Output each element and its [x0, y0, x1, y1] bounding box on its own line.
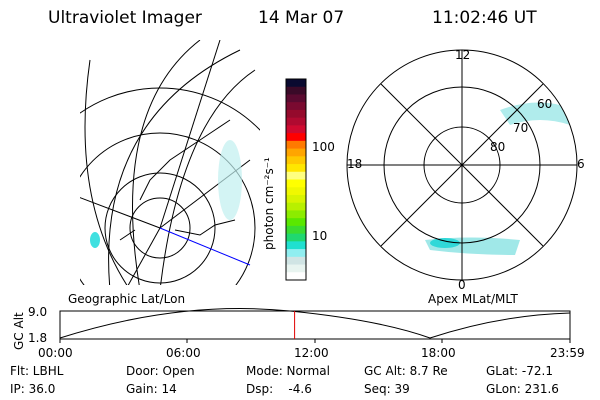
altitude-plot — [59, 308, 571, 343]
colorbar-swatch — [286, 140, 306, 150]
status-ip: IP: 36.0 — [10, 382, 56, 396]
colorbar-swatch — [286, 148, 306, 157]
colorbar-swatch — [286, 133, 306, 142]
colorbar-swatch — [286, 264, 306, 273]
colorbar-swatch — [286, 233, 306, 242]
polar-plot — [346, 49, 578, 281]
status-filter: Flt: LBHL — [10, 364, 64, 378]
colorbar-swatch — [286, 171, 306, 180]
colorbar-swatch — [286, 156, 306, 165]
xtick: 18:00 — [421, 346, 456, 360]
xtick: 00:00 — [38, 346, 73, 360]
ring-label-60: 60 — [537, 97, 553, 111]
colorbar-swatch — [286, 225, 306, 235]
ring-label-80: 80 — [490, 140, 506, 154]
colorbar-swatch — [286, 79, 306, 88]
xtick: 06:00 — [166, 346, 201, 360]
colorbar-swatch — [286, 218, 306, 227]
colorbar-tick-100: 100 — [312, 140, 335, 154]
colorbar-swatch — [286, 109, 306, 119]
altitude-ylabel: GC Alt — [12, 312, 26, 350]
colorbar-swatch — [286, 249, 306, 258]
colorbar-swatch — [286, 94, 306, 103]
colorbar-tick-10: 10 — [312, 229, 328, 243]
xtick: 23:59 — [550, 346, 585, 360]
status-gc-alt: GC Alt: 8.7 Re — [364, 364, 448, 378]
status-gain: Gain: 14 — [126, 382, 177, 396]
colorbar-swatch — [286, 164, 306, 173]
colorbar-swatch — [286, 187, 306, 196]
ytick-9: 9.0 — [28, 305, 48, 319]
geographic-map — [80, 40, 260, 285]
polar-label-12: 12 — [455, 48, 471, 62]
time: 11:02:46 UT — [432, 8, 537, 28]
polar-label-18: 18 — [347, 157, 363, 171]
status-dsp: Dsp: -4.6 — [246, 382, 312, 396]
xtick: 12:00 — [294, 346, 329, 360]
apex-title: Apex MLat/MLT — [428, 292, 518, 306]
colorbar-swatch — [286, 256, 306, 266]
colorbar-swatch — [286, 179, 306, 188]
colorbar-swatch — [286, 86, 306, 95]
status-mode: Mode: Normal — [246, 364, 330, 378]
ring-label-70: 70 — [513, 121, 529, 135]
colorbar-swatch — [286, 194, 306, 204]
colorbar-swatch — [286, 102, 306, 111]
status-door: Door: Open — [126, 364, 195, 378]
status-glat: GLat: -72.1 — [486, 364, 553, 378]
colorbar — [285, 78, 307, 281]
polar-label-0: 0 — [458, 278, 466, 292]
geo-title: Geographic Lat/Lon — [68, 292, 186, 306]
colorbar-swatch — [286, 117, 306, 126]
status-seq: Seq: 39 — [364, 382, 410, 396]
instrument-title: Ultraviolet Imager — [48, 8, 202, 28]
colorbar-swatch — [286, 241, 306, 250]
colorbar-swatch — [286, 202, 306, 211]
colorbar-label: photon cm⁻²s⁻¹ — [262, 157, 276, 250]
colorbar-swatch — [286, 210, 306, 219]
colorbar-swatch — [286, 125, 306, 134]
colorbar-swatch — [286, 272, 306, 281]
colorbar-frame — [285, 78, 307, 281]
date: 14 Mar 07 — [258, 8, 345, 28]
ytick-1-8: 1.8 — [28, 331, 48, 345]
status-glon: GLon: 231.6 — [486, 382, 559, 396]
polar-label-6: 6 — [577, 157, 585, 171]
